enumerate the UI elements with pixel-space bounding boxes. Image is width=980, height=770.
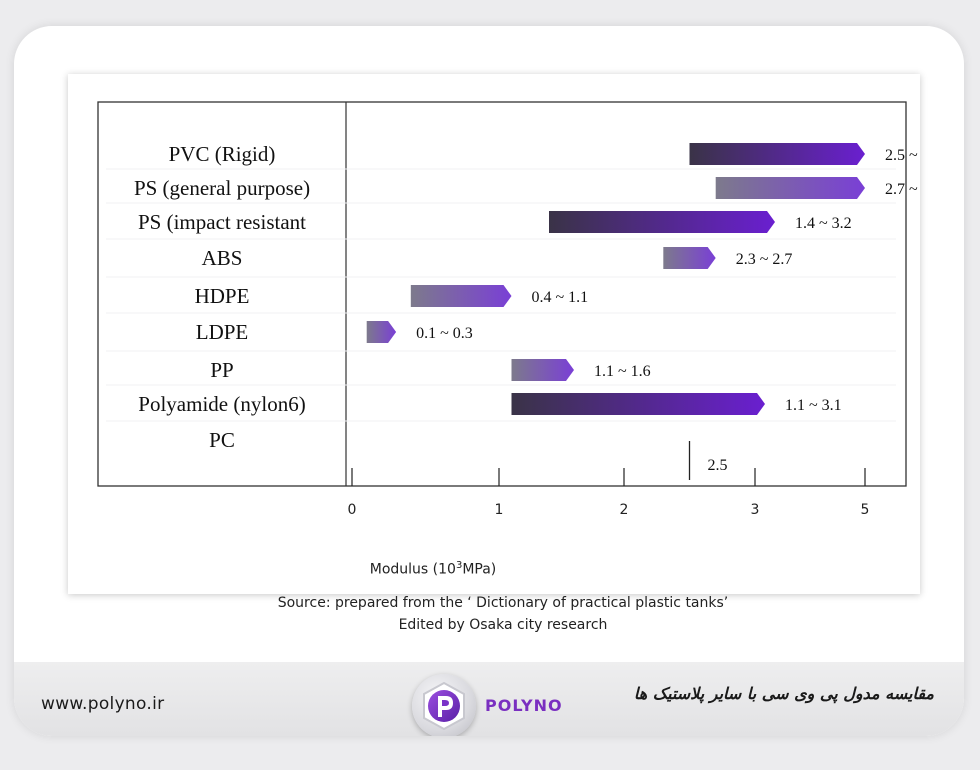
range-bar [549,211,775,233]
source-note: Source: prepared from the ‘ Dictionary o… [68,592,938,636]
x-axis-label-exponent: 3 [455,560,463,571]
outer-card: PVC (Rigid) 2.5 ~ 4.1 PS (general purpose)… [14,26,964,736]
range-bar [689,143,865,165]
source-line-2: Edited by Osaka city research [398,617,608,633]
polyno-logo [412,674,476,736]
range-bar [715,177,865,199]
value-label: 2.7 ~ 4.1 [885,181,920,198]
x-tick-label: 1 [495,502,504,518]
value-label: 1.1 ~ 1.6 [594,363,651,380]
range-bar [410,285,512,307]
value-label: 2.3 ~ 2.7 [736,251,793,268]
value-label: 1.4 ~ 3.2 [795,215,852,232]
website-link[interactable]: www.polyno.ir [41,694,165,714]
category-label: ABS [202,246,243,270]
x-tick-label: 0 [348,502,357,518]
value-label: 2.5 [708,457,728,474]
x-axis-label-prefix: Modulus (10 [369,561,456,578]
chart-panel: PVC (Rigid) 2.5 ~ 4.1 PS (general purpose)… [68,74,920,633]
footer-title: مقایسه مدول پی وی سی با سایر پلاستیک ها [633,684,934,703]
category-label: Polyamide (nylon6) [138,392,305,416]
value-label: 0.4 ~ 1.1 [532,289,589,306]
range-bar [511,359,574,381]
category-label: LDPE [196,320,249,344]
plot-frame [97,101,907,487]
x-tick-label: 2 [620,502,629,518]
source-line-1: Source: prepared from the ‘ Dictionary o… [277,595,729,611]
x-axis-label-suffix: MPa) [462,561,497,578]
value-label: 1.1 ~ 3.1 [785,397,842,414]
category-label: PP [210,358,233,382]
category-label: PVC (Rigid) [169,142,276,166]
value-label: 0.1 ~ 0.3 [416,325,473,342]
category-label: PS (general purpose) [134,176,310,200]
footer-bar [14,662,964,736]
x-tick-label: 3 [751,502,760,518]
x-axis-label: Modulus (103MPa) [68,560,798,578]
range-bar [663,247,716,269]
brand-name: POLYNO [485,696,563,715]
x-tick-label: 5 [861,502,870,518]
value-label: 2.5 ~ 4.1 [885,147,920,164]
category-label: PS (impact resistant [138,210,306,234]
category-label: PC [209,428,235,452]
range-bar [366,321,397,343]
range-bar [511,393,765,415]
modulus-range-chart: PVC (Rigid) 2.5 ~ 4.1 PS (general purpose)… [97,101,920,518]
category-label: HDPE [195,284,250,308]
polyno-logo-mark-icon [423,681,465,731]
